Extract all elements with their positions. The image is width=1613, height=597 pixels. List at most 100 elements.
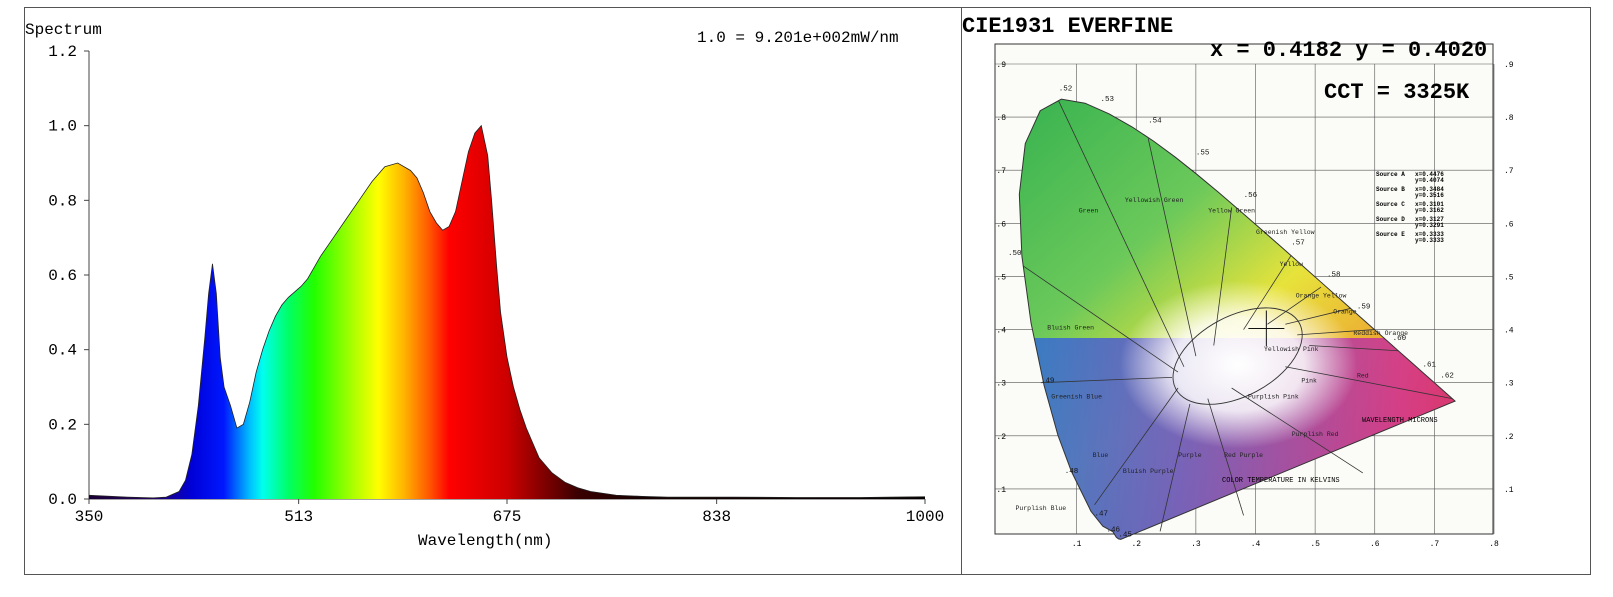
source-x: x=0.3333: [1415, 231, 1444, 238]
region-boundary-line: [1297, 329, 1375, 336]
region-label: Bluish Green: [1047, 325, 1094, 332]
y-tick-label-left: .6: [996, 220, 1006, 229]
source-y: y=0.4074: [1415, 177, 1444, 184]
x-tick-label: 350: [75, 508, 104, 526]
source-name: Source D: [1376, 216, 1405, 223]
white-region-outline: [1172, 307, 1303, 405]
cie-title: CIE1931 EVERFINE: [962, 14, 1174, 39]
source-x: x=0.3127: [1415, 216, 1444, 223]
region-label: Greenish Yellow: [1256, 229, 1315, 236]
wavelength-label: .57: [1291, 240, 1305, 248]
color-region-labels: Green Yellowish Green Yellow Green Greenish…: [1015, 197, 1408, 512]
wavelength-label: .48: [1065, 468, 1079, 476]
spectrum-panel: Spectrum 1.0 = 9.201e+002mW/nm 0.0 0.2 0.4…: [24, 7, 963, 575]
region-boundary-line: [1207, 398, 1244, 516]
wavelength-microns-caption: WAVELENGTH MICRONS: [1362, 417, 1438, 425]
wavelength-label: .45: [1118, 532, 1132, 540]
source-y: y=0.3291: [1415, 222, 1444, 229]
y-tick-label-left: .7: [996, 167, 1006, 176]
region-label: Orange Yellow: [1296, 293, 1347, 300]
y-tick-label-left: .5: [996, 273, 1006, 282]
wavelength-label: .54: [1148, 117, 1162, 125]
y-tick-label: 0.0: [48, 491, 77, 509]
region-label: Purplish Pink: [1248, 394, 1299, 401]
chart-title: Spectrum: [25, 21, 102, 39]
region-label: Reddish Orange: [1353, 330, 1408, 337]
cie-panel: .1 .2 .3 .4 .5 .6 .7 .8 .1 .1 .2 .2 .3 .3 .4 .4 .5 .5 .6 .6…: [961, 7, 1591, 575]
source-y: y=0.3162: [1415, 207, 1444, 214]
x-tick-label: .5: [1310, 540, 1320, 549]
y-tick-label-left: .9: [996, 61, 1006, 70]
region-label: Blue: [1093, 452, 1109, 459]
source-name: Source B: [1376, 186, 1405, 193]
region-boundary-line: [1213, 207, 1233, 346]
wavelength-label: .52: [1059, 86, 1073, 94]
x-tick-label: .7: [1430, 540, 1440, 549]
x-tick-label: 513: [284, 508, 313, 526]
y-tick-label: 0.8: [48, 192, 77, 210]
region-boundary-line: [1243, 254, 1292, 330]
x-tick-label: .6: [1370, 540, 1380, 549]
x-tick-label: .1: [1072, 540, 1082, 549]
x-tick-label: .3: [1191, 540, 1201, 549]
color-region-boundaries: [1022, 101, 1453, 532]
y-tick-label-left: .1: [996, 486, 1006, 495]
source-name: Source E: [1376, 231, 1405, 238]
x-tick-label: .8: [1489, 540, 1499, 549]
region-label: Red: [1357, 372, 1369, 379]
x-tick-label: 838: [702, 508, 731, 526]
source-name: Source C: [1376, 201, 1405, 208]
y-tick-label-left: .4: [996, 327, 1006, 336]
y-tick-label-right: .1: [1504, 486, 1514, 495]
region-boundary-line: [1309, 345, 1399, 352]
region-label: Red Purple: [1224, 452, 1263, 459]
region-boundary-line: [1058, 101, 1185, 367]
region-label: Orange: [1333, 309, 1357, 316]
x-tick-label: 675: [493, 508, 522, 526]
y-tick-label: 0.2: [48, 416, 77, 434]
region-boundary-line: [1022, 265, 1179, 373]
y-tick-label-right: .2: [1504, 433, 1514, 442]
source-y: y=0.3516: [1415, 192, 1444, 199]
wavelength-label: .49: [1041, 378, 1055, 386]
region-label: Pink: [1301, 378, 1317, 385]
chart-annotation: 1.0 = 9.201e+002mW/nm: [697, 29, 899, 47]
region-boundary-line: [1285, 307, 1351, 325]
y-tick-label-right: .7: [1504, 167, 1514, 176]
region-boundary-line: [1159, 403, 1191, 532]
wavelength-label: .55: [1196, 149, 1210, 157]
y-tick-label: 0.6: [48, 267, 77, 285]
y-tick-label: 1.2: [48, 43, 77, 61]
spectrum-axes: 0.0 0.2 0.4 0.6 0.8 1.0 1.2 350 513 675 838 1000: [48, 43, 944, 526]
region-label: Yellow Green: [1208, 208, 1255, 215]
y-tick-label-right: .8: [1504, 114, 1514, 123]
region-label: Purple: [1178, 452, 1202, 459]
source-y: y=0.3333: [1415, 237, 1444, 244]
region-label: Greenish Blue: [1051, 394, 1102, 401]
wavelength-labels: .52 .53 .54 .55 .56 .57 .58 .59 .60 .61 .62 .50 .49.…: [1008, 86, 1454, 540]
wavelength-label: .61: [1422, 362, 1436, 370]
spectrum-series-line: [88, 124, 926, 499]
source-x: x=0.3101: [1415, 201, 1444, 208]
y-tick-label-right: .3: [1504, 380, 1514, 389]
source-x: x=0.4476: [1415, 171, 1444, 178]
source-name: Source A: [1376, 171, 1405, 178]
y-tick-label-left: .3: [996, 380, 1006, 389]
wavelength-label: .58: [1327, 271, 1341, 279]
region-boundary-line: [1147, 138, 1197, 357]
region-label: Green: [1079, 208, 1099, 215]
x-axis-label: Wavelength(nm): [418, 532, 552, 550]
region-label: Bluish Purple: [1123, 468, 1174, 475]
region-label: Yellow: [1280, 261, 1304, 268]
y-tick-label-left: .8: [996, 114, 1006, 123]
y-tick-label-right: .5: [1504, 273, 1514, 282]
region-boundary-line: [1267, 286, 1322, 325]
spectrum-chart: Spectrum 1.0 = 9.201e+002mW/nm 0.0 0.2 0.4…: [25, 21, 944, 550]
wavelength-label: .47: [1095, 510, 1109, 518]
y-tick-label: 1.0: [48, 118, 77, 136]
region-boundary-line: [1040, 376, 1173, 384]
x-tick-label: 1000: [906, 508, 944, 526]
y-tick-label-left: .2: [996, 433, 1006, 442]
region-label: Yellowish Green: [1125, 197, 1184, 204]
cct-value: CCT = 3325K: [1324, 80, 1470, 105]
